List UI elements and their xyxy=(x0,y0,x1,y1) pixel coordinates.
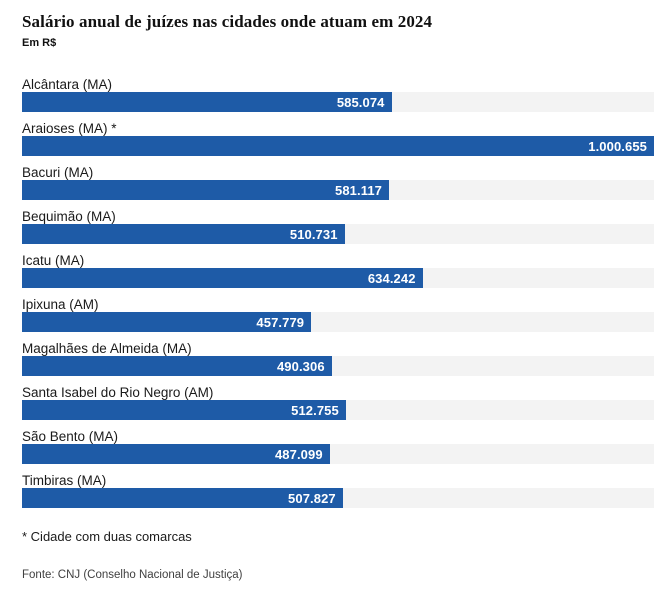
bar-category-label: Bequimão (MA) xyxy=(22,209,116,224)
bar-value-label: 457.779 xyxy=(256,314,305,330)
bar-category-label: Araioses (MA) * xyxy=(22,121,117,136)
chart-footnote: * Cidade com duas comarcas xyxy=(22,529,192,544)
bar-row: Timbiras (MA) 507.827 xyxy=(22,474,654,508)
bar-track: 507.827 xyxy=(22,488,654,508)
bar-category-label: Santa Isabel do Rio Negro (AM) xyxy=(22,385,214,400)
bar-track: 510.731 xyxy=(22,224,654,244)
bar-row: Magalhães de Almeida (MA) 490.306 xyxy=(22,342,654,376)
bar-category-label: Timbiras (MA) xyxy=(22,473,107,488)
bar-fill: 487.099 xyxy=(22,444,330,464)
bar-category-label: Ipixuna (AM) xyxy=(22,297,99,312)
bar-value-label: 512.755 xyxy=(291,402,339,418)
bar-row: Bacuri (MA) 581.117 xyxy=(22,166,654,200)
bar-track: 490.306 xyxy=(22,356,654,376)
bar-row: São Bento (MA) 487.099 xyxy=(22,430,654,464)
bar-track: 457.779 xyxy=(22,312,654,332)
bar-category-label: Alcântara (MA) xyxy=(22,77,113,92)
bar-fill: 585.074 xyxy=(22,92,392,112)
bar-track: 585.074 xyxy=(22,92,654,112)
bar-fill: 581.117 xyxy=(22,180,389,200)
chart-subtitle: Em R$ xyxy=(22,37,57,49)
bar-fill: 510.731 xyxy=(22,224,345,244)
bar-track: 634.242 xyxy=(22,268,654,288)
bar-category-label: Magalhães de Almeida (MA) xyxy=(22,341,192,356)
bar-row: Ipixuna (AM) 457.779 xyxy=(22,298,654,332)
bar-track: 1.000.655 xyxy=(22,136,654,156)
chart-title: Salário anual de juízes nas cidades onde… xyxy=(22,12,433,31)
bar-value-label: 510.731 xyxy=(289,226,338,242)
bar-value-label: 634.242 xyxy=(367,270,416,286)
chart-source: Fonte: CNJ (Conselho Nacional de Justiça… xyxy=(22,569,243,581)
bar-row: Bequimão (MA) 510.731 xyxy=(22,210,654,244)
bar-fill: 490.306 xyxy=(22,356,332,376)
bar-value-label: 490.306 xyxy=(276,358,325,374)
bar-row: Santa Isabel do Rio Negro (AM) 512.755 xyxy=(22,386,654,420)
bar-category-label: São Bento (MA) xyxy=(22,429,119,444)
bar-track: 581.117 xyxy=(22,180,654,200)
bar-category-label: Icatu (MA) xyxy=(22,253,85,268)
bar-value-label: 581.117 xyxy=(335,182,382,198)
bar-fill: 512.755 xyxy=(22,400,346,420)
bar-value-label: 585.074 xyxy=(336,94,385,110)
bar-value-label: 1.000.655 xyxy=(588,138,647,154)
bar-value-label: 507.827 xyxy=(288,490,336,506)
bar-fill: 457.779 xyxy=(22,312,312,332)
bar-chart: Alcântara (MA) 585.074 Araioses (MA) * 1… xyxy=(22,78,654,508)
bar-track: 487.099 xyxy=(22,444,654,464)
bar-fill: 507.827 xyxy=(22,488,343,508)
bar-track: 512.755 xyxy=(22,400,654,420)
bar-fill: 634.242 xyxy=(22,268,423,288)
bar-row: Araioses (MA) * 1.000.655 xyxy=(22,122,654,156)
bar-row: Alcântara (MA) 585.074 xyxy=(22,78,654,112)
bar-row: Icatu (MA) 634.242 xyxy=(22,254,654,288)
bar-value-label: 487.099 xyxy=(274,446,323,462)
bar-fill: 1.000.655 xyxy=(22,136,654,156)
bar-category-label: Bacuri (MA) xyxy=(22,165,94,180)
